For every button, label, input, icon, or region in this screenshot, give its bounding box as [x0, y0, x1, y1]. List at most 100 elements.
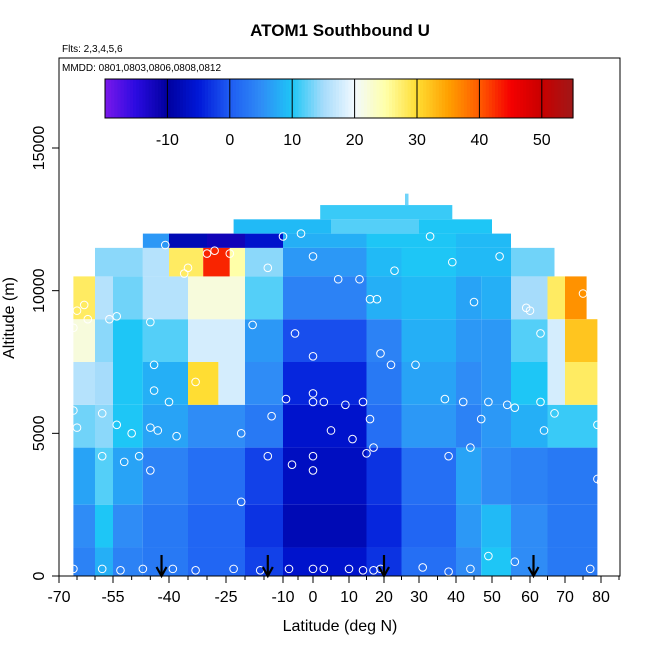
colorbar-tick-label: 10 — [283, 132, 301, 149]
colorbar-swatch — [120, 79, 125, 118]
colorbar-swatch — [423, 79, 427, 118]
colorbar-swatch — [388, 79, 393, 118]
colorbar-swatch — [566, 79, 571, 118]
colorbar-swatch — [426, 79, 431, 118]
profile-point — [168, 564, 178, 574]
heatmap-cell — [245, 404, 283, 448]
colorbar-swatch — [314, 79, 318, 118]
colorbar-swatch — [373, 79, 378, 118]
x-axis: -70 -55 -40 -25 -10 0 10 20 30 40 50 60 70 80 — [47, 576, 620, 606]
heatmap-cell — [113, 404, 143, 448]
colorbar-swatch — [363, 79, 368, 118]
profile-point — [191, 377, 200, 387]
profile-point — [267, 411, 276, 421]
colorbar-swatch — [417, 79, 421, 118]
colorbar-swatch — [320, 79, 324, 118]
colorbar-swatch — [223, 79, 228, 118]
colorbar-swatch — [161, 79, 165, 118]
heatmap-cell — [366, 276, 402, 320]
heatmap-cell — [283, 319, 367, 362]
colorbar-swatch — [304, 79, 309, 118]
y-tick-label: 10000 — [31, 268, 48, 313]
profile-point — [358, 397, 368, 407]
x-tick-label: -55 — [101, 589, 124, 606]
x-tick-label: 80 — [592, 589, 610, 606]
colorbar-swatch — [392, 79, 396, 118]
colorbar-swatch — [148, 79, 153, 118]
colorbar-swatch — [441, 79, 446, 118]
profile-point — [495, 252, 504, 261]
profile-point — [344, 564, 354, 574]
colorbar-swatch — [220, 79, 225, 118]
heatmap-cell — [73, 547, 95, 576]
profile-point — [365, 294, 375, 304]
colorbar-swatch — [395, 79, 399, 118]
heatmap-cell — [456, 404, 482, 448]
colorbar-swatch — [501, 79, 505, 118]
profile-point — [105, 314, 114, 324]
colorbar-swatch — [519, 79, 524, 118]
heatmap-cell — [547, 404, 598, 448]
heatmap-cell — [401, 247, 456, 277]
heatmap-cell — [113, 319, 143, 362]
colorbar-swatch — [267, 79, 271, 118]
heatmap-cell — [245, 362, 283, 405]
heatmap-cell — [245, 247, 283, 277]
profile-point — [146, 317, 155, 327]
heatmap-cell — [188, 447, 245, 505]
colorbar-swatch — [507, 79, 512, 118]
x-tick-label: -70 — [47, 589, 70, 606]
heatmap-cell — [401, 362, 456, 405]
colorbar-swatch — [385, 79, 390, 118]
colorbar-swatch — [370, 79, 374, 118]
profile-point — [593, 420, 602, 430]
colorbar-swatch — [142, 79, 147, 118]
profile-point — [308, 351, 318, 361]
heatmap-cell — [142, 276, 188, 320]
colorbar-swatch — [382, 79, 387, 118]
profile-point — [236, 429, 246, 438]
heatmap-cell — [188, 276, 245, 320]
colorbar-swatch — [413, 79, 418, 118]
heatmap-cell — [320, 205, 453, 220]
x-tick-label: 40 — [447, 589, 465, 606]
heatmap-cell — [401, 447, 456, 505]
heatmap-cell — [366, 447, 402, 505]
profile-point — [484, 551, 493, 561]
heatmap-cell — [283, 504, 367, 548]
colorbar-swatch — [523, 79, 527, 118]
colorbar-swatch — [254, 79, 259, 118]
colorbar-swatch — [454, 79, 459, 118]
heatmap-cell — [142, 247, 169, 277]
colorbar-tick-label: 0 — [225, 132, 234, 149]
profile-point — [97, 409, 107, 418]
heatmap-cell — [283, 362, 367, 405]
profile-point — [308, 389, 318, 398]
heatmap-cell — [113, 504, 143, 548]
profile-point — [263, 451, 273, 461]
heatmap-cell — [95, 404, 113, 448]
profile-point — [149, 360, 159, 370]
colorbar-swatch — [345, 79, 349, 118]
colorbar-swatch — [354, 79, 359, 118]
heatmap-cell — [169, 247, 204, 277]
profile-point — [484, 397, 493, 407]
y-axis: 0 5000 10000 15000 — [31, 126, 59, 580]
heatmap-cell — [113, 276, 143, 320]
colorbar-swatch — [285, 79, 290, 118]
profile-point — [411, 360, 420, 370]
colorbar-swatch — [339, 79, 343, 118]
profile-point — [134, 451, 144, 461]
colorbar-frame — [104, 78, 574, 119]
heatmap-cell — [95, 504, 113, 548]
heatmap-cell — [283, 447, 367, 505]
colorbar-swatch — [154, 79, 159, 118]
colorbar-swatch — [105, 79, 109, 118]
colorbar-swatch — [376, 79, 381, 118]
colorbar-swatch — [332, 79, 337, 118]
heatmap-cell — [142, 447, 188, 505]
colorbar-swatch — [239, 79, 243, 118]
profile-point — [469, 297, 479, 307]
heatmap-cell — [547, 276, 565, 320]
